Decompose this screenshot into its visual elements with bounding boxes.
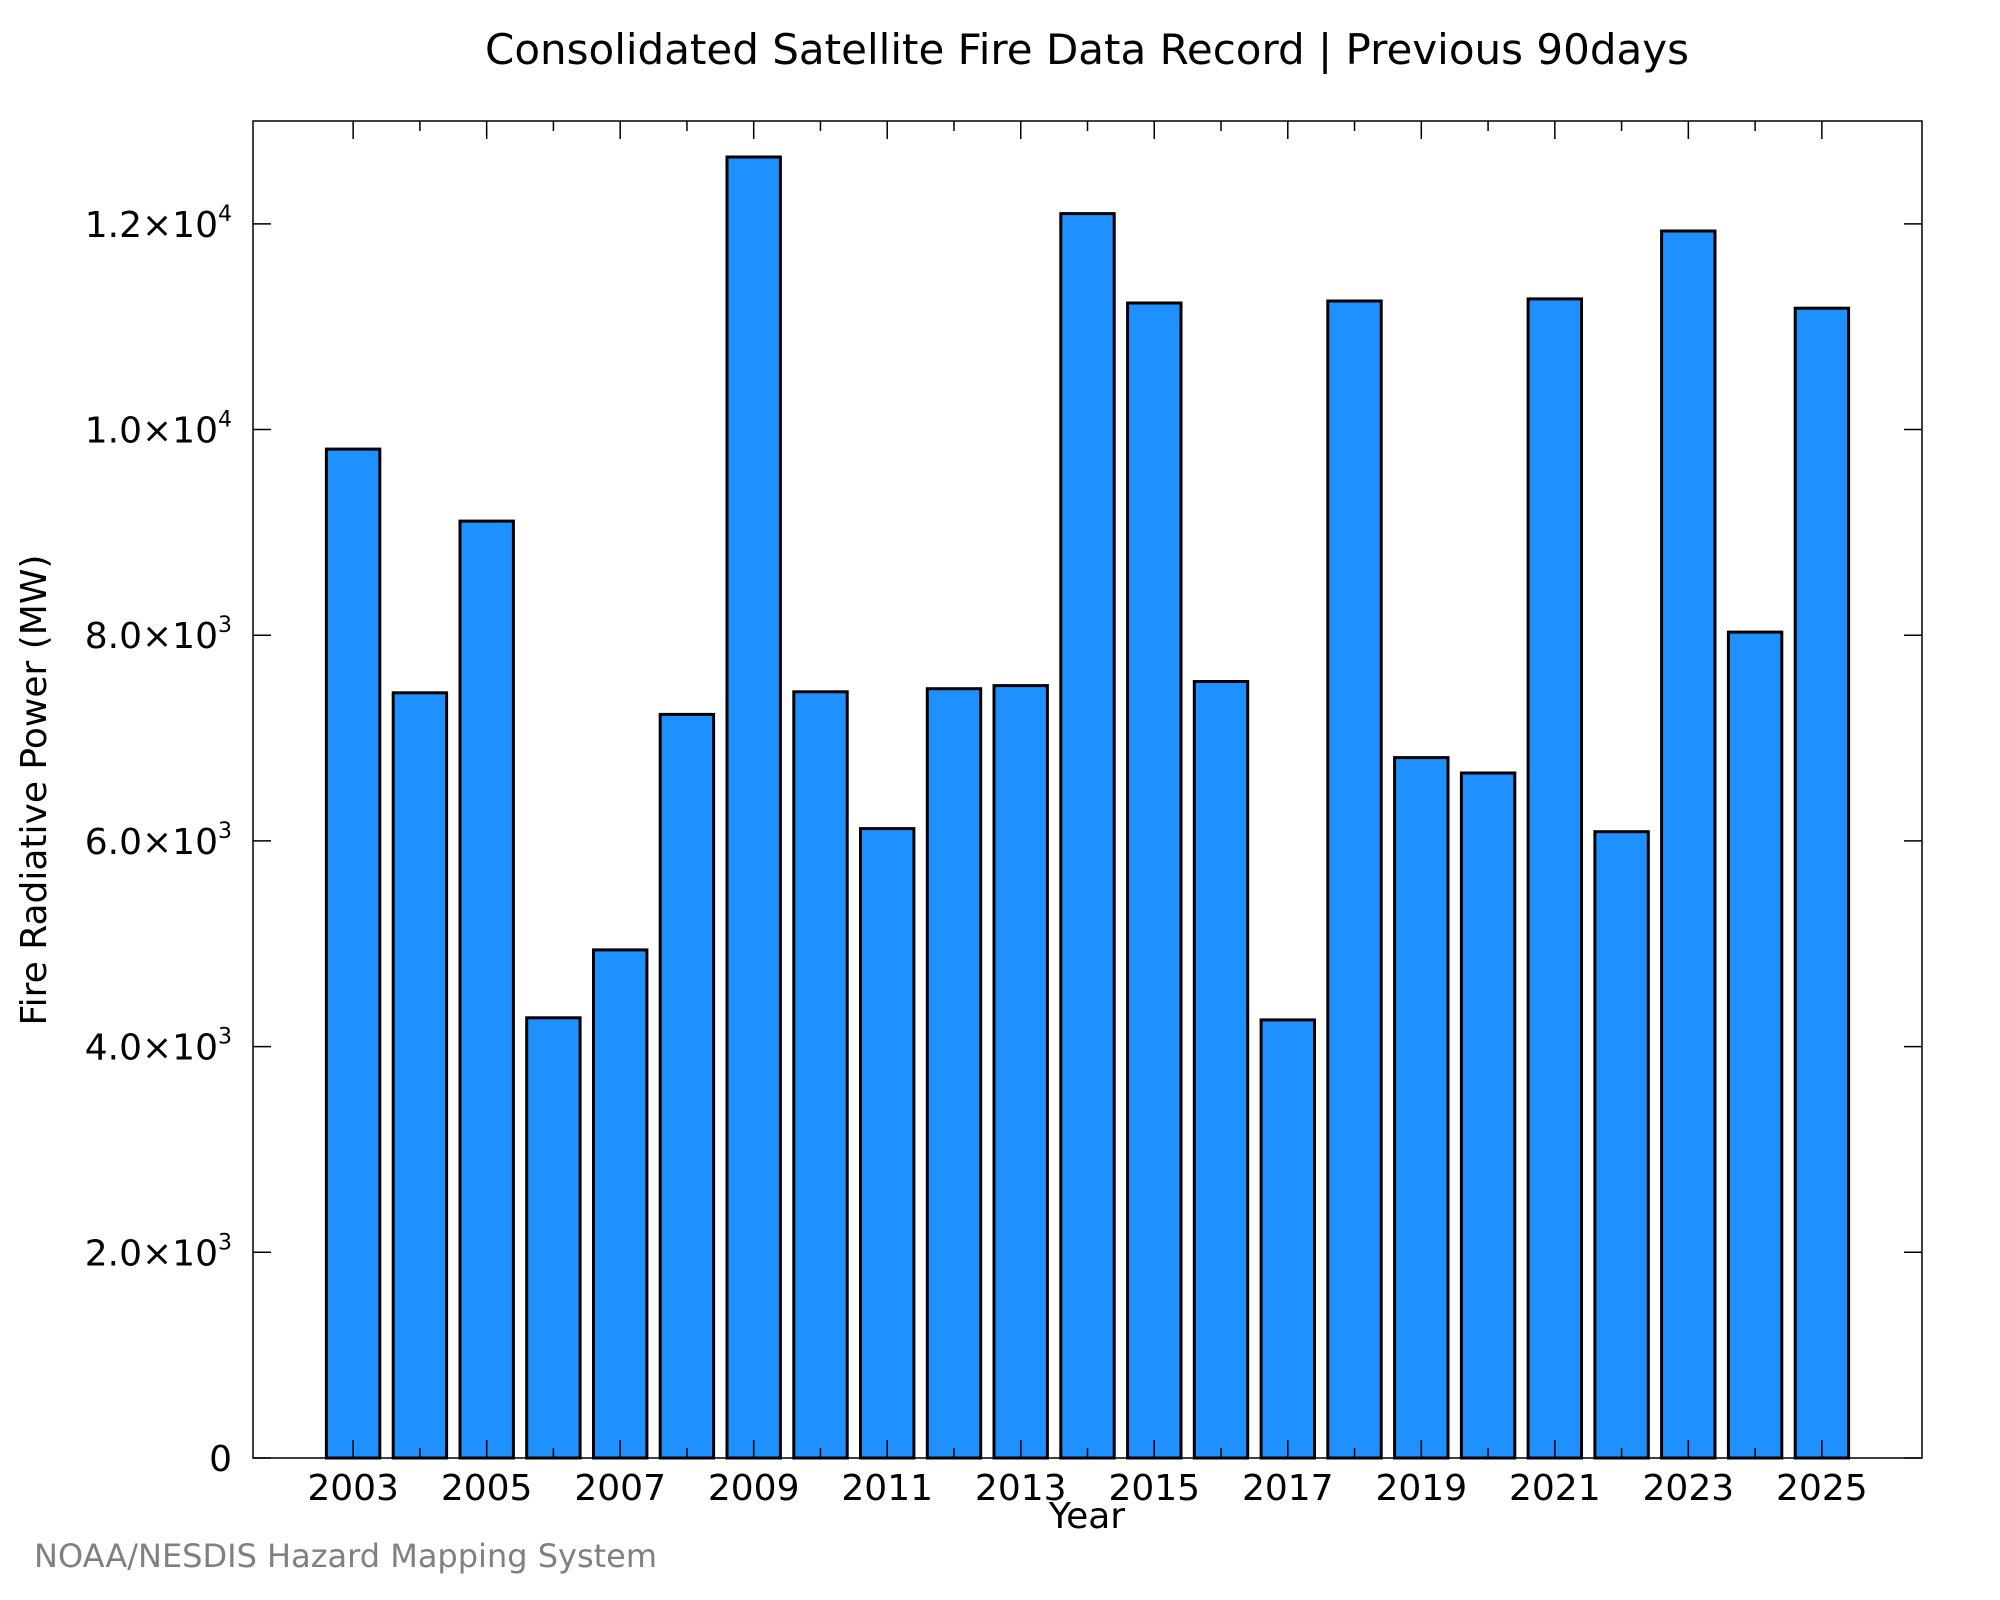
bar-2003 (324, 447, 382, 1460)
bar-2023 (1660, 229, 1717, 1460)
x-tick-label: 2011 (841, 1468, 933, 1509)
y-tick-label: 1.0×104 (85, 408, 232, 452)
bars-group (324, 155, 1851, 1460)
bar-2020 (1459, 771, 1517, 1460)
x-tick-label: 2021 (1509, 1468, 1601, 1509)
bar-2004 (391, 691, 449, 1460)
y-tick-label: 1.2×104 (85, 202, 232, 246)
bar-2009 (725, 155, 782, 1460)
x-tick-labels: 2003 2005 2007 2009 2011 2013 2015 2017 2019 2021… (307, 1468, 1867, 1509)
bar-2008 (658, 712, 716, 1460)
bar-2010 (792, 690, 849, 1460)
bar-2015 (1126, 301, 1183, 1460)
x-axis-title: Year (1048, 1496, 1125, 1537)
bar-2025 (1793, 306, 1851, 1460)
y-tick-label: 8.0×103 (85, 613, 232, 657)
x-tick-label: 2019 (1375, 1468, 1467, 1509)
bar-2011 (859, 827, 916, 1460)
bar-2017 (1259, 1018, 1316, 1460)
bar-2016 (1192, 680, 1250, 1460)
y-tick-label: 2.0×103 (85, 1230, 232, 1274)
bar-2006 (525, 1016, 582, 1460)
bar-2014 (1059, 212, 1116, 1460)
axis-ticks (253, 121, 1922, 1459)
y-tick-label: 0 (209, 1439, 232, 1480)
bar-2007 (592, 948, 649, 1460)
y-tick-label: 6.0×103 (85, 819, 232, 863)
x-tick-label: 2017 (1242, 1468, 1334, 1509)
y-tick-labels: 0 2.0×103 4.0×103 6.0×103 8.0×103 1.0×104 1.2×… (85, 202, 232, 1480)
bar-2021 (1526, 297, 1583, 1460)
bar-2018 (1326, 299, 1383, 1460)
x-tick-label: 2007 (574, 1468, 666, 1509)
chart-title: Consolidated Satellite Fire Data Record … (485, 25, 1689, 74)
x-tick-label: 2003 (307, 1468, 399, 1509)
x-tick-label: 2009 (708, 1468, 800, 1509)
x-tick-label: 2015 (1108, 1468, 1200, 1509)
x-tick-label: 2013 (975, 1468, 1067, 1509)
bar-2005 (458, 519, 515, 1460)
bar-2022 (1593, 830, 1650, 1460)
bar-2013 (992, 684, 1049, 1460)
bar-2024 (1726, 630, 1784, 1460)
x-tick-label: 2005 (441, 1468, 533, 1509)
source-credit: NOAA/NESDIS Hazard Mapping System (34, 1537, 658, 1575)
x-tick-label: 2023 (1643, 1468, 1735, 1509)
bar-2019 (1393, 756, 1450, 1460)
y-tick-label: 4.0×103 (85, 1025, 232, 1069)
y-axis-title: Fire Radiative Power (MW) (14, 555, 55, 1026)
bar-2012 (925, 687, 983, 1460)
x-tick-label: 2025 (1776, 1468, 1868, 1509)
